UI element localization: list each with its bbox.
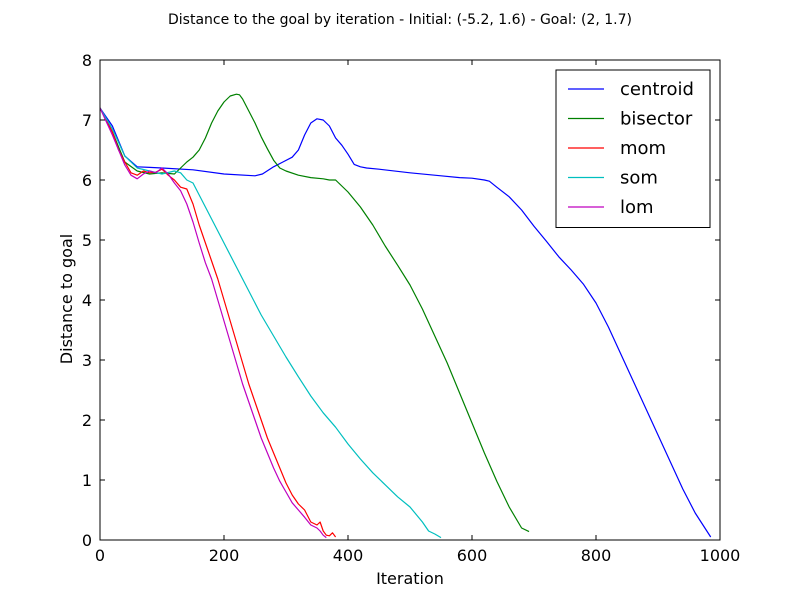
- x-tick-label: 0: [95, 546, 105, 565]
- legend-box: [555, 69, 711, 228]
- x-tick-label: 400: [333, 546, 364, 565]
- series-line-bisector: [99, 93, 530, 533]
- legend-label-centroid: centroid: [620, 79, 694, 100]
- y-tick-label: 4: [82, 291, 92, 310]
- y-tick-label: 8: [82, 51, 92, 70]
- legend-label-mom: mom: [620, 138, 666, 159]
- y-tick-label: 7: [82, 111, 92, 130]
- x-tick-label: 800: [581, 546, 612, 565]
- chart-title: Distance to the goal by iteration - Init…: [168, 12, 632, 28]
- x-tick-label: 600: [457, 546, 488, 565]
- y-axis-label: Distance to goal: [57, 234, 76, 364]
- legend-label-lom: lom: [620, 197, 654, 218]
- legend: centroid bisector mom som lom: [555, 69, 711, 228]
- y-tick-label: 6: [82, 171, 92, 190]
- series-line-som: [99, 107, 442, 539]
- legend-label-som: som: [620, 168, 658, 189]
- series-line-centroid: [99, 107, 712, 538]
- y-tick-label: 5: [82, 231, 92, 250]
- plot-area: 0 200 400 600 800 1000 0 1 2 3 4 5 6 7 8: [82, 51, 741, 565]
- y-tick-label: 2: [82, 411, 92, 430]
- series-line-lom: [99, 107, 327, 539]
- y-tick-label: 1: [82, 471, 92, 490]
- y-tick-label: 3: [82, 351, 92, 370]
- y-tick-label: 0: [82, 531, 92, 550]
- series-line-mom: [99, 107, 337, 538]
- x-tick-label: 200: [209, 546, 240, 565]
- x-tick-label: 1000: [700, 546, 741, 565]
- legend-label-bisector: bisector: [620, 109, 693, 130]
- x-axis-label: Iteration: [376, 569, 444, 588]
